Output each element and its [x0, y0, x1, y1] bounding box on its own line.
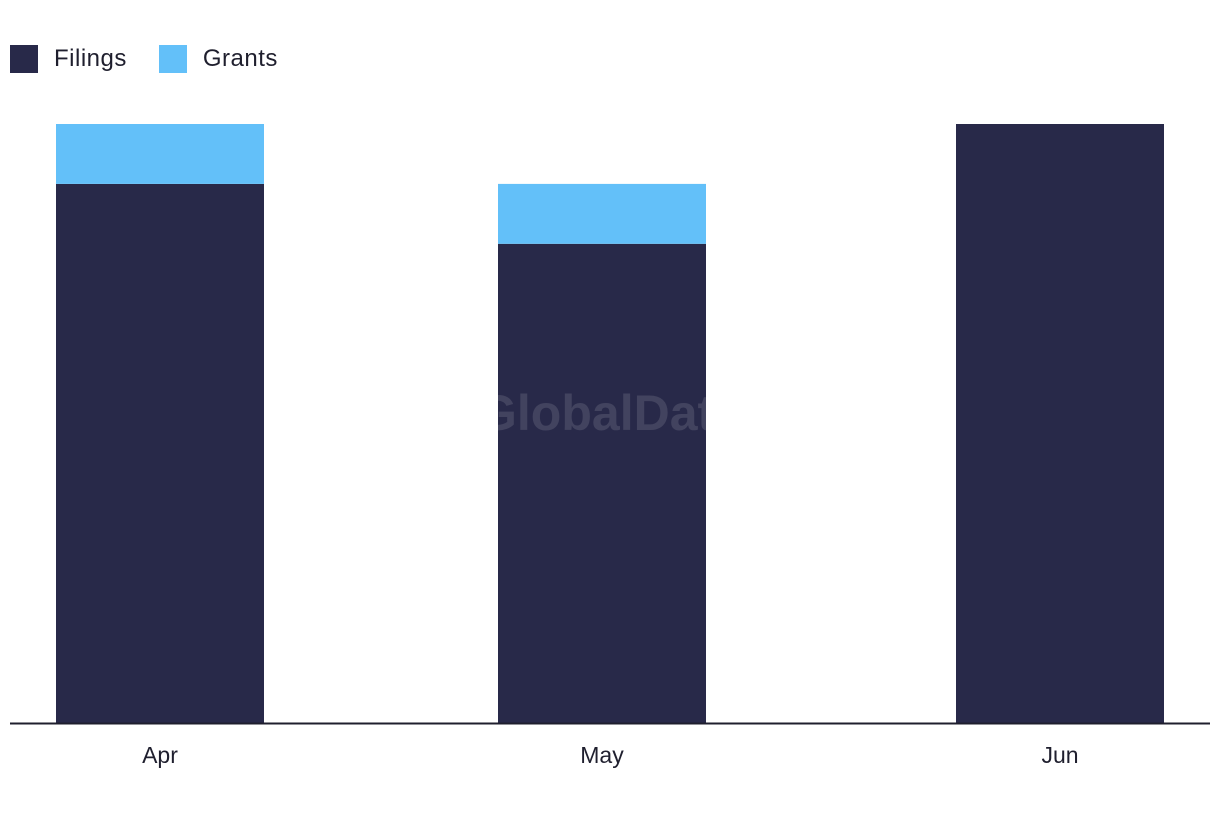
x-tick-label-apr: Apr — [142, 742, 178, 768]
bar-filings-jun[interactable] — [956, 124, 1164, 723]
legend-swatch-filings — [10, 45, 38, 73]
bar-filings-may[interactable] — [498, 243, 706, 724]
legend-item-filings[interactable]: Filings — [10, 45, 127, 73]
legend-swatch-grants — [158, 45, 187, 73]
legend-label-filings: Filings — [54, 45, 127, 72]
x-tick-label-jun: Jun — [1041, 742, 1078, 768]
bar-filings-apr[interactable] — [56, 183, 264, 723]
legend: Filings Grants — [10, 44, 310, 74]
x-tick-label-may: May — [580, 742, 624, 768]
bar-grants-apr[interactable] — [56, 124, 264, 184]
bar-grants-may[interactable] — [498, 183, 706, 244]
legend-label-grants: Grants — [202, 45, 278, 72]
legend-item-grants[interactable]: Grants — [158, 45, 278, 73]
